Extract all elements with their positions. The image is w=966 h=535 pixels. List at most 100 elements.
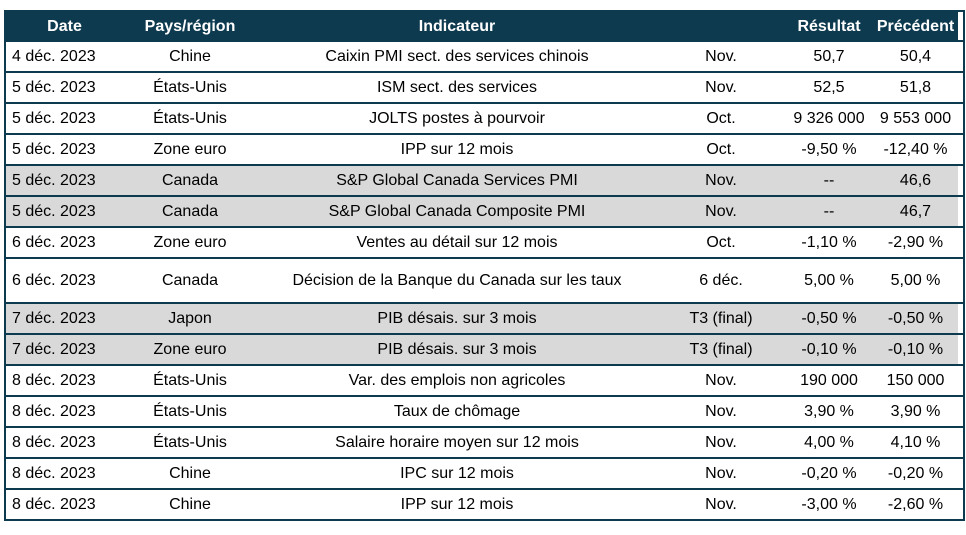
row-spacer-cell [958,334,964,365]
cell-date: 8 déc. 2023 [12,372,96,389]
cell-date: 6 déc. 2023 [12,272,96,289]
cell-previous: 46,6 [873,165,958,196]
table-row: 5 déc. 2023 Zone euro IPP sur 12 mois Oct. -… [5,134,964,165]
row-spacer-cell [958,103,964,134]
cell-region: Chine [169,496,211,513]
cell-period: Nov. [705,434,737,451]
cell-region: États-Unis [153,372,227,389]
cell-date: 6 déc. 2023 [12,234,96,251]
header-cell-result: Résultat [785,11,873,41]
cell-indicator: ISM sect. des services [376,79,538,96]
cell-indicator: Ventes au détail sur 12 mois [356,234,558,251]
cell-previous: 150 000 [886,372,945,389]
cell-result: 190 000 [800,372,858,389]
cell-previous: -0,20 % [887,465,944,482]
cell-previous: 51,8 [899,79,932,96]
cell-date: 8 déc. 2023 [12,403,96,420]
cell-previous: 3,90 % [890,403,941,420]
table-body: 4 déc. 2023 Chine Caixin PMI sect. des ser… [5,41,964,520]
cell-result: 3,90 % [804,403,854,420]
cell-previous: 9 553 000 [879,110,952,127]
cell-previous: -12,40 % [883,141,948,158]
table-row: 4 déc. 2023 Chine Caixin PMI sect. des ser… [5,41,964,72]
cell-indicator: Salaire horaire moyen sur 12 mois [335,434,579,451]
row-spacer-cell [958,196,964,227]
table-row: 5 déc. 2023 Canada S&P Global Canada Servi… [5,165,964,196]
row-spacer-cell [958,365,964,396]
table-row: 5 déc. 2023 États-Unis ISM sect. des servi… [5,72,964,103]
cell-region: Chine [169,465,211,482]
cell-date: 5 déc. 2023 [5,196,123,227]
table-header: Date Pays/région Indicateur Résultat Précéde… [5,11,964,41]
cell-previous: 5,00 % [890,272,941,289]
cell-indicator: PIB désais. sur 3 mois [257,334,657,365]
cell-region: Zone euro [153,234,227,251]
cell-result: 50,7 [813,48,845,65]
cell-previous: 50,4 [899,48,932,65]
cell-date: 7 déc. 2023 [5,303,123,334]
cell-region: États-Unis [153,434,227,451]
cell-date: 5 déc. 2023 [12,79,96,96]
cell-date: 8 déc. 2023 [12,465,96,482]
cell-result: 5,00 % [804,272,854,289]
cell-result: -0,10 % [785,334,873,365]
cell-result: -0,50 % [785,303,873,334]
cell-region: Canada [161,272,219,289]
cell-period: Nov. [705,465,737,482]
cell-period: Nov. [705,372,737,389]
header-spacer-cell [958,11,964,41]
table-row: 8 déc. 2023 Chine IPP sur 12 mois Nov. -3,00… [5,489,964,520]
row-spacer-cell [958,489,964,520]
cell-result: 4,00 % [804,434,854,451]
cell-indicator: Var. des emplois non agricoles [348,372,566,389]
cell-period: Nov. [705,403,737,420]
cell-period: Nov. [657,196,785,227]
table-row: 8 déc. 2023 États-Unis Var. des emplois no… [5,365,964,396]
cell-period: T3 (final) [657,334,785,365]
table-row: 5 déc. 2023 Canada S&P Global Canada Compo… [5,196,964,227]
cell-result: -- [785,196,873,227]
cell-period: Oct. [706,141,736,158]
cell-date: 5 déc. 2023 [12,141,96,158]
cell-region: Japon [123,303,257,334]
cell-previous: 4,10 % [890,434,941,451]
cell-indicator: JOLTS postes à pourvoir [369,110,545,127]
cell-period: Nov. [705,79,737,96]
cell-region: Zone euro [123,334,257,365]
cell-indicator: PIB désais. sur 3 mois [257,303,657,334]
row-spacer-cell [958,427,964,458]
cell-date: 4 déc. 2023 [12,48,96,65]
row-spacer-cell [958,458,964,489]
table-row: 7 déc. 2023 Japon PIB désais. sur 3 mois T3… [5,303,964,334]
table-row: 7 déc. 2023 Zone euro PIB désais. sur 3 mo… [5,334,964,365]
header-cell-region: Pays/région [123,11,257,41]
table-row: 8 déc. 2023 Chine IPC sur 12 mois Nov. -0,20… [5,458,964,489]
cell-indicator: IPP sur 12 mois [400,141,514,158]
cell-indicator: Décision de la Banque du Canada sur les … [292,272,622,289]
cell-region: États-Unis [153,110,227,127]
table-header-row: Date Pays/région Indicateur Résultat Précéde… [5,11,964,41]
cell-result: -0,20 % [801,465,857,482]
cell-region: Chine [169,48,211,65]
cell-date: 5 déc. 2023 [12,110,96,127]
cell-result: 52,5 [813,79,845,96]
row-spacer-cell [958,41,964,72]
cell-date: 8 déc. 2023 [12,434,96,451]
row-spacer-cell [958,134,964,165]
row-spacer-cell [958,303,964,334]
cell-region: Canada [123,196,257,227]
cell-period: Nov. [705,496,737,513]
cell-previous: 46,7 [873,196,958,227]
table-row: 6 déc. 2023 Canada Décision de la Banque d… [5,258,964,303]
cell-period: Nov. [657,165,785,196]
cell-region: Canada [123,165,257,196]
cell-indicator: S&P Global Canada Composite PMI [257,196,657,227]
cell-indicator: Taux de chômage [393,403,521,420]
cell-period: Oct. [706,110,736,127]
cell-previous: -2,60 % [887,496,944,513]
cell-period: Nov. [705,48,737,65]
cell-date: 5 déc. 2023 [5,165,123,196]
row-spacer-cell [958,258,964,303]
row-spacer-cell [958,227,964,258]
cell-period: T3 (final) [657,303,785,334]
